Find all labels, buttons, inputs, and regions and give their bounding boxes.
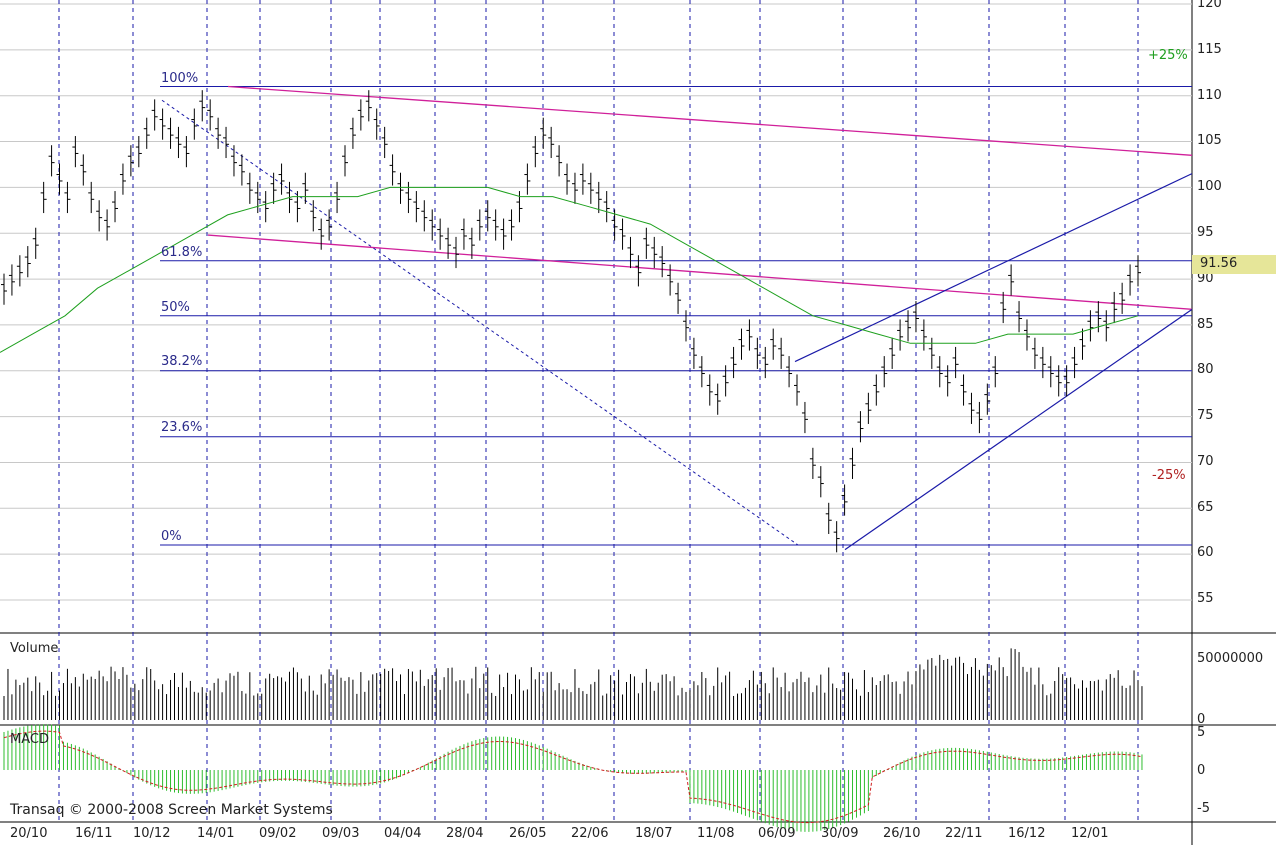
x-tick: 26/05 [509, 826, 547, 841]
x-tick: 30/09 [821, 826, 859, 841]
price-tick: 65 [1197, 500, 1214, 515]
price-tick: 105 [1197, 133, 1222, 148]
copyright-text: Transaq © 2000-2008 Screen Market System… [10, 802, 333, 818]
price-tick: 70 [1197, 454, 1214, 469]
percent-down-marker: -25% [1152, 468, 1186, 483]
percent-up-marker: +25% [1148, 48, 1188, 63]
x-tick: 26/10 [883, 826, 921, 841]
last-price-box: 91.56 [1192, 255, 1276, 274]
price-tick: 115 [1197, 42, 1222, 57]
price-tick: 80 [1197, 362, 1214, 377]
last-price-value: 91.56 [1200, 256, 1238, 271]
uptrend-support-line [844, 308, 1193, 551]
x-tick: 14/01 [197, 826, 235, 841]
macd-panel-title: MACD [10, 732, 49, 747]
x-tick: 10/12 [133, 826, 171, 841]
x-tick: 09/03 [322, 826, 360, 841]
price-tick: 60 [1197, 545, 1214, 560]
x-tick: 28/04 [446, 826, 484, 841]
price-tick: 110 [1197, 88, 1222, 103]
volume-tick: 0 [1197, 712, 1206, 727]
channel-lower-line [207, 234, 1193, 310]
x-tick: 09/02 [259, 826, 297, 841]
price-tick: 120 [1197, 0, 1222, 11]
macd-tick: -5 [1197, 801, 1210, 816]
price-tick: 100 [1197, 179, 1222, 194]
x-tick: 11/08 [697, 826, 735, 841]
macd-signal-line [3, 730, 1143, 824]
uptrend-resistance-line [794, 173, 1193, 363]
x-tick: 16/12 [1008, 826, 1046, 841]
x-tick: 20/10 [10, 826, 48, 841]
price-tick: 90 [1197, 271, 1214, 286]
fib-label-50: 50% [161, 300, 190, 315]
volume-panel-title: Volume [10, 641, 59, 656]
x-tick: 12/01 [1071, 826, 1109, 841]
price-tick: 85 [1197, 317, 1214, 332]
channel-upper-line [227, 85, 1193, 156]
x-tick: 16/11 [75, 826, 113, 841]
fib-diagonal-line [161, 99, 799, 546]
moving-average-line [0, 186, 1139, 353]
macd-tick: 5 [1197, 725, 1206, 740]
x-tick: 22/06 [571, 826, 609, 841]
volume-tick: 50000000 [1197, 651, 1264, 666]
fib-label-0: 0% [161, 529, 182, 544]
fib-label-23-6: 23.6% [161, 420, 203, 435]
fib-label-100: 100% [161, 71, 199, 86]
macd-tick: 0 [1197, 763, 1206, 778]
fib-label-38-2: 38.2% [161, 354, 203, 369]
x-tick: 04/04 [384, 826, 422, 841]
price-tick: 75 [1197, 408, 1214, 423]
fib-label-61-8: 61.8% [161, 245, 203, 260]
price-tick: 95 [1197, 225, 1214, 240]
x-tick: 18/07 [635, 826, 673, 841]
x-tick: 22/11 [945, 826, 983, 841]
price-tick: 55 [1197, 591, 1214, 606]
x-tick: 06/09 [758, 826, 796, 841]
